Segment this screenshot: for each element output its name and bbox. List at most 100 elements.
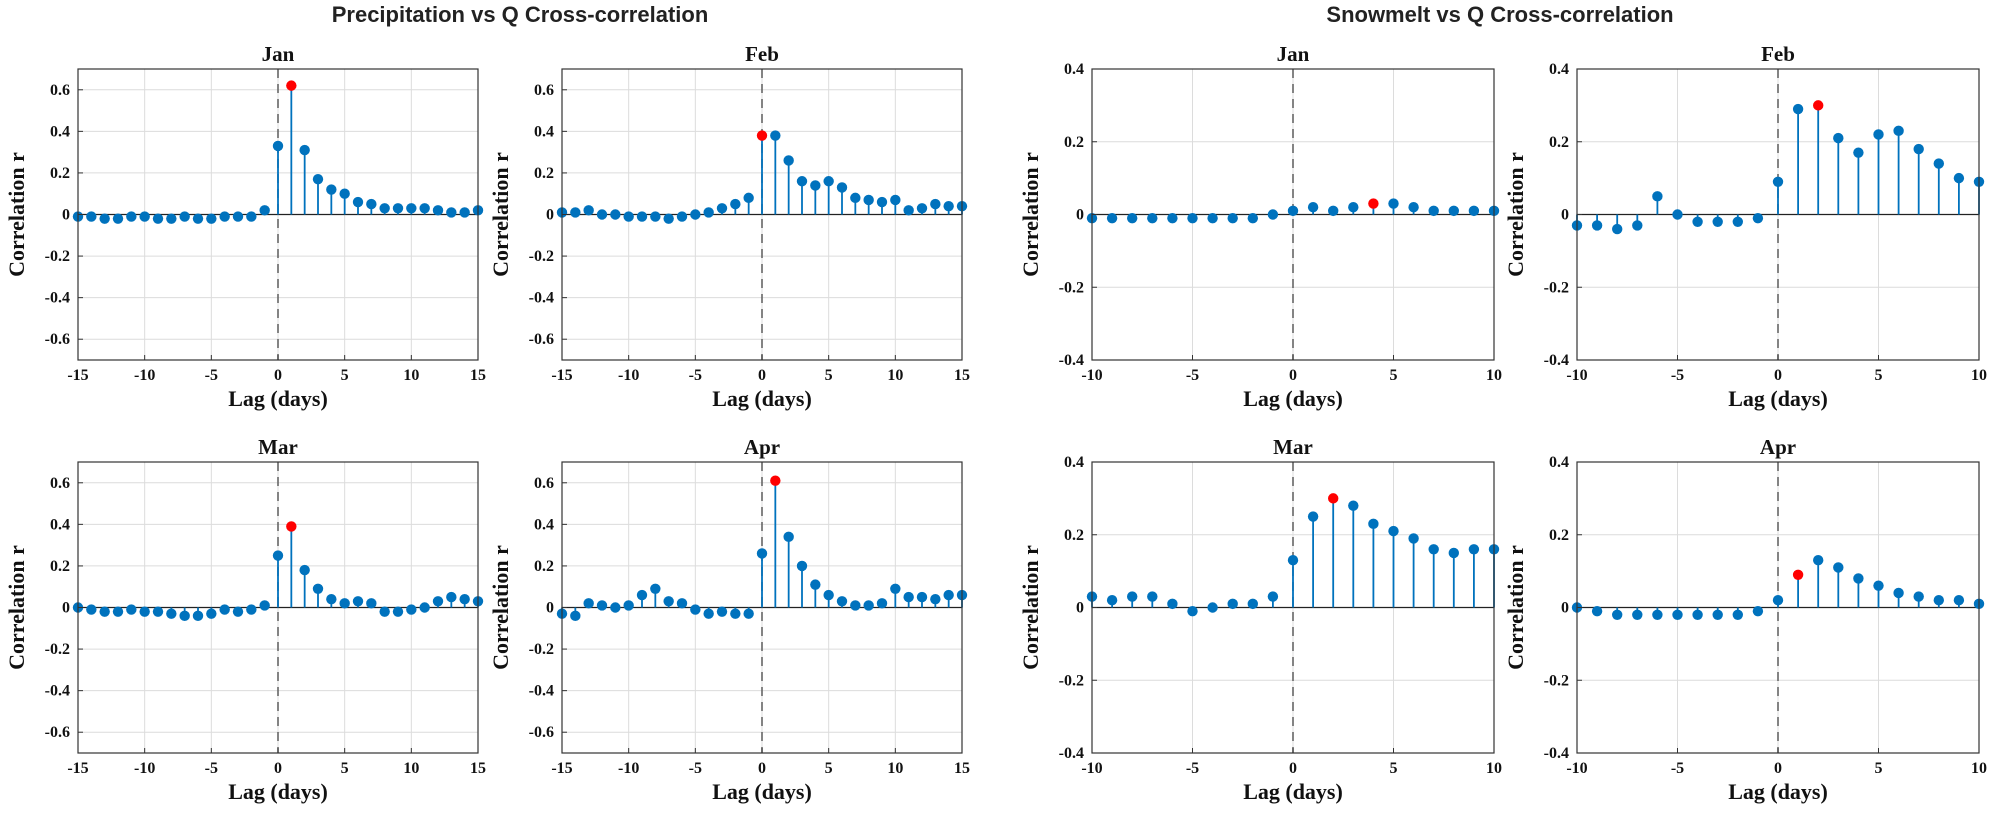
y-axis-label: Correlation r bbox=[1503, 152, 1528, 277]
data-point bbox=[259, 205, 270, 216]
x-tick-label: -15 bbox=[67, 367, 88, 384]
y-tick-label: 0.6 bbox=[534, 82, 554, 99]
data-point bbox=[1348, 500, 1359, 511]
data-point bbox=[1591, 605, 1603, 617]
subplot-precip-apr: -15 -10 -5 0 5 10 15 -0.6 -0.4 -0.2 0 0.2 0.4 0.6 Apr L… bbox=[488, 435, 970, 804]
data-point bbox=[1692, 216, 1703, 227]
x-axis-label: Lag (days) bbox=[712, 386, 812, 411]
y-tick-label: -0.2 bbox=[45, 641, 70, 658]
data-point bbox=[583, 598, 594, 609]
data-point bbox=[1468, 205, 1480, 217]
x-axis-label: Lag (days) bbox=[1243, 779, 1343, 804]
data-point bbox=[876, 598, 888, 609]
data-point bbox=[730, 608, 741, 619]
data-point bbox=[219, 604, 230, 615]
data-point bbox=[152, 213, 164, 224]
y-tick-label: 0 bbox=[1561, 207, 1569, 224]
data-point bbox=[1913, 143, 1924, 155]
data-point bbox=[179, 211, 190, 222]
data-point bbox=[139, 211, 150, 222]
y-tick-label: 0.4 bbox=[534, 123, 554, 140]
data-point bbox=[192, 213, 204, 224]
data-point bbox=[716, 203, 728, 214]
data-point bbox=[943, 200, 954, 212]
data-point bbox=[836, 596, 848, 607]
x-tick-label: -10 bbox=[1081, 367, 1102, 384]
data-point bbox=[1933, 595, 1945, 606]
y-tick-label: -0.4 bbox=[1544, 745, 1569, 762]
data-point bbox=[1388, 198, 1399, 209]
data-point bbox=[810, 579, 821, 590]
x-tick-label: 0 bbox=[758, 367, 766, 384]
data-point bbox=[1408, 202, 1419, 213]
data-point bbox=[1388, 525, 1399, 537]
y-tick-label: 0 bbox=[546, 207, 554, 224]
x-tick-label: 15 bbox=[954, 760, 970, 777]
data-point bbox=[379, 606, 390, 617]
y-tick-label: -0.2 bbox=[529, 248, 554, 265]
x-tick-label: 10 bbox=[1486, 367, 1502, 384]
y-tick-label: 0 bbox=[62, 207, 70, 224]
x-tick-label: 10 bbox=[887, 367, 903, 384]
data-point bbox=[770, 130, 781, 141]
x-tick-label: -5 bbox=[1186, 367, 1199, 384]
data-point bbox=[459, 207, 470, 218]
y-tick-label: 0 bbox=[1561, 600, 1569, 617]
data-point bbox=[1853, 147, 1864, 158]
subplot-title: Feb bbox=[1761, 42, 1795, 66]
data-point bbox=[259, 600, 270, 611]
data-point bbox=[1187, 212, 1198, 224]
data-point bbox=[863, 600, 874, 611]
data-point bbox=[890, 194, 901, 206]
data-point bbox=[1448, 205, 1460, 217]
data-point bbox=[636, 211, 648, 222]
subplot-title: Jan bbox=[1277, 42, 1310, 66]
data-point bbox=[1247, 598, 1259, 610]
data-point bbox=[1368, 518, 1379, 530]
data-point bbox=[459, 593, 470, 605]
data-point bbox=[419, 602, 430, 613]
y-tick-label: 0.2 bbox=[1064, 527, 1084, 544]
subplot-title: Mar bbox=[1273, 435, 1313, 459]
y-axis-label: Correlation r bbox=[1503, 545, 1528, 670]
y-axis-label: Correlation r bbox=[4, 152, 29, 277]
data-point bbox=[1448, 547, 1460, 559]
x-tick-label: 15 bbox=[470, 760, 486, 777]
data-point bbox=[663, 596, 674, 607]
subplot-title: Apr bbox=[744, 435, 780, 459]
data-point bbox=[179, 610, 190, 622]
x-tick-label: 0 bbox=[758, 760, 766, 777]
data-point bbox=[650, 211, 661, 222]
x-axis-label: Lag (days) bbox=[228, 779, 328, 804]
peak-marker bbox=[286, 521, 297, 532]
data-point bbox=[232, 606, 244, 617]
data-point bbox=[823, 589, 834, 601]
y-tick-label: -0.6 bbox=[45, 331, 70, 348]
data-point bbox=[1307, 511, 1319, 522]
data-point bbox=[783, 155, 794, 166]
data-point bbox=[636, 589, 648, 601]
x-tick-label: 5 bbox=[341, 367, 349, 384]
data-point bbox=[703, 608, 714, 619]
data-point bbox=[596, 209, 608, 220]
y-tick-label: -0.4 bbox=[1059, 745, 1084, 762]
data-point bbox=[1167, 212, 1178, 224]
data-point bbox=[1873, 129, 1884, 140]
data-point bbox=[743, 192, 754, 204]
data-point bbox=[246, 604, 257, 615]
data-point bbox=[1167, 598, 1178, 610]
x-tick-label: -15 bbox=[551, 760, 572, 777]
y-tick-label: -0.2 bbox=[529, 641, 554, 658]
data-point bbox=[570, 207, 581, 218]
subplot-title: Jan bbox=[262, 42, 295, 66]
data-point bbox=[796, 560, 808, 572]
data-point bbox=[1106, 212, 1118, 224]
data-point bbox=[352, 196, 364, 208]
data-point bbox=[930, 593, 941, 605]
data-point bbox=[112, 213, 124, 224]
data-point bbox=[126, 604, 137, 615]
x-tick-label: 0 bbox=[1289, 760, 1297, 777]
data-point bbox=[1612, 609, 1623, 620]
data-point bbox=[326, 593, 337, 605]
data-point bbox=[99, 606, 110, 617]
